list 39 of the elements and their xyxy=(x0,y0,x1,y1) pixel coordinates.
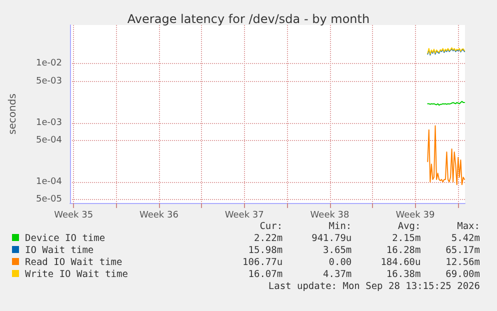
text: 12.56m xyxy=(444,257,480,269)
y-tick-label: 1e-03 xyxy=(36,118,62,128)
y-tick-label: 5e-05 xyxy=(36,194,62,205)
text: 3.65m xyxy=(322,245,352,257)
y-tick-label: 1e-02 xyxy=(36,58,62,69)
x-tick-label: Week 37 xyxy=(224,210,264,220)
y-tick-label: 5e-03 xyxy=(36,76,62,86)
legend-label: Read IO Wait time xyxy=(24,257,124,269)
text: Avg: xyxy=(396,221,421,233)
x-tick-label: Week 39 xyxy=(396,210,435,220)
text: 15.98m xyxy=(247,245,283,257)
text: 5.42m xyxy=(450,233,480,245)
text: 184.60u xyxy=(380,257,421,269)
text: Last update: Mon Sep 28 13:15:25 2026 xyxy=(267,281,480,293)
text: 65.17m xyxy=(444,245,480,257)
x-tick-label: Week 38 xyxy=(310,210,350,220)
legend-label: Device IO time xyxy=(24,233,106,245)
text: Cur: xyxy=(258,221,283,233)
y-tick-label: 1e-04 xyxy=(36,176,62,187)
text: Min: xyxy=(328,221,352,233)
text: 106.77u xyxy=(242,257,283,269)
text: 16.07m xyxy=(247,269,283,281)
text: 0.00 xyxy=(328,257,352,269)
text: 941.79u xyxy=(310,233,352,245)
y-axis-title: seconds xyxy=(8,94,18,134)
x-tick-label: Week 36 xyxy=(139,210,179,220)
text: 4.37m xyxy=(322,269,352,281)
text: 2.15m xyxy=(391,233,421,245)
text: 69.00m xyxy=(444,269,480,281)
line-series xyxy=(427,125,465,186)
text: Max: xyxy=(456,221,480,233)
y-tick-label: 5e-04 xyxy=(36,136,62,146)
legend-label: Write IO Wait time xyxy=(24,269,129,281)
text: 16.38m xyxy=(385,269,421,281)
chart-title: Average latency for /dev/sda - by month xyxy=(127,12,370,26)
text: 2.22m xyxy=(252,233,283,245)
text: 16.28m xyxy=(385,245,421,257)
x-tick-label: Week 35 xyxy=(54,210,94,220)
legend-label: IO Wait time xyxy=(24,245,95,257)
